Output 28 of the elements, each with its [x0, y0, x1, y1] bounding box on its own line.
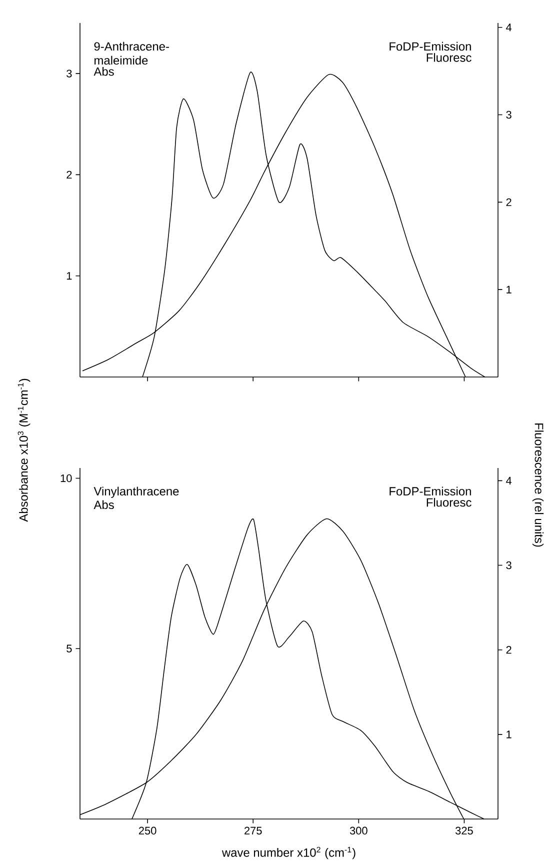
x-tick-label: 275	[244, 826, 262, 835]
y2-tick-label: 2	[506, 646, 512, 654]
y2-tick-label: 3	[506, 561, 512, 570]
y-axis-title: Absorbance x10$^{3}$ (M$^{-1}$cm$^{-1}$)	[18, 378, 30, 522]
y-tick-label: 3	[66, 70, 72, 78]
y2-tick-label: 2	[506, 198, 512, 206]
y2-tick-label: 4	[506, 476, 512, 484]
x-axis-title: wave number x10$^{2}$ (cm$^{-1}$)	[222, 846, 356, 860]
annotation: Abs	[94, 67, 114, 76]
x-tick-label: 300	[350, 826, 368, 835]
y-tick-label: 1	[66, 272, 72, 280]
y2-tick-label: 1	[506, 286, 512, 294]
annotation: Fluoresc	[426, 498, 472, 507]
annotation: FoDP-Emission	[390, 42, 471, 51]
y-tick-label: 2	[66, 170, 72, 179]
annotation: FoDP-Emission	[390, 486, 471, 496]
y2-tick-label: 1	[506, 730, 512, 738]
annotation: 9-Anthracene-maleimide	[94, 42, 169, 65]
y2-tick-label: 3	[506, 110, 512, 119]
x-tick-label: 325	[456, 826, 473, 835]
x-tick-label: 250	[138, 826, 156, 835]
y-tick-label: 5	[66, 644, 72, 652]
annotation: Vinylanthracene	[94, 486, 179, 498]
y2-axis-title: Fluorescence (rel units)	[532, 424, 544, 547]
annotation: Fluoresc	[426, 53, 472, 62]
y-tick-label: 10	[60, 474, 72, 482]
annotation: Abs	[94, 500, 114, 510]
y2-tick-label: 4	[506, 24, 512, 32]
